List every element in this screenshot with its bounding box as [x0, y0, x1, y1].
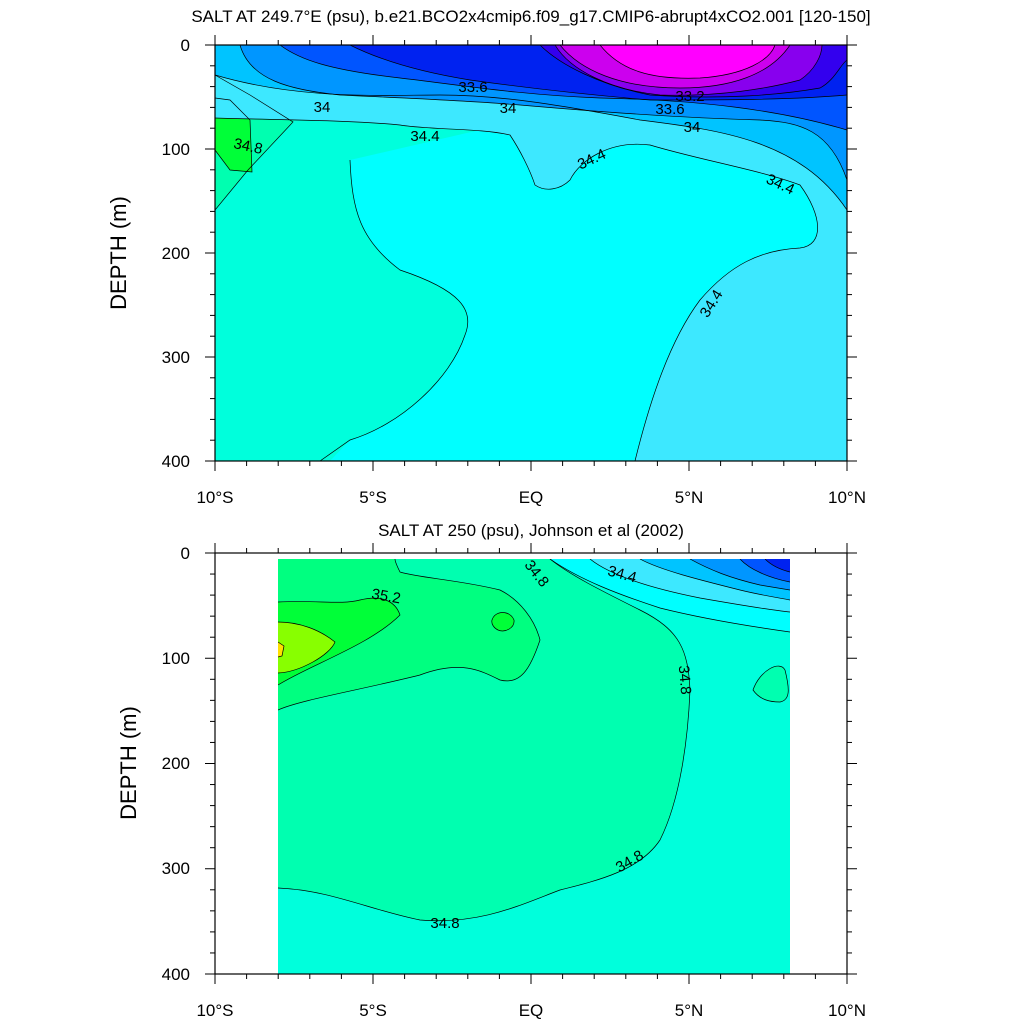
contour-line [215, 97, 253, 173]
y-tick-label: 300 [162, 348, 190, 367]
x-tick-label: 10°N [828, 1001, 866, 1020]
y-tick-label: 0 [181, 36, 190, 55]
top-y-tick-labels: 0 100 200 300 400 [162, 36, 190, 471]
contour-line [764, 559, 790, 573]
contour-label: 34 [314, 99, 331, 116]
contour-label: 34.8 [232, 135, 264, 158]
y-tick-label: 400 [162, 965, 190, 984]
contour-label: 34.8 [675, 665, 694, 696]
contour-line [278, 641, 285, 658]
contour-line [278, 559, 541, 711]
panel-observed: SALT AT 250 (psu), Johnson et al (2002) [116, 521, 866, 1020]
x-tick-label: 5°N [675, 1001, 704, 1020]
fill-green-2 [491, 612, 515, 631]
y-tick-label: 0 [181, 544, 190, 563]
contour-line [319, 159, 469, 461]
contour-line [278, 559, 691, 922]
contour-label: 35.2 [370, 586, 402, 608]
contour-line [279, 45, 847, 131]
bottom-axis-ticks [205, 543, 857, 984]
contour-label: 33.2 [675, 88, 704, 105]
y-tick-label: 100 [162, 140, 190, 159]
contour-line [739, 559, 790, 583]
contour-line [549, 559, 790, 633]
fill-lime [278, 622, 335, 673]
y-tick-label: 100 [162, 649, 190, 668]
x-tick-label: 10°S [196, 1001, 233, 1020]
contour-line [491, 612, 515, 632]
contour-line [278, 621, 336, 674]
top-x-tick-labels: 10°S 5°S EQ 5°N 10°N [196, 488, 866, 507]
fill-magenta [600, 45, 775, 79]
y-tick-label: 200 [162, 754, 190, 773]
bottom-y-axis-label: DEPTH (m) [116, 706, 141, 820]
bottom-x-tick-labels: 10°S 5°S EQ 5°N 10°N [196, 1001, 866, 1020]
fill-mint [278, 559, 540, 710]
fill-spring-2 [753, 666, 789, 702]
x-tick-label: 10°S [196, 488, 233, 507]
contour-line [215, 117, 818, 461]
contour-line [589, 559, 790, 613]
y-tick-label: 300 [162, 859, 190, 878]
x-tick-label: 10°N [828, 488, 866, 507]
contour-line [559, 45, 791, 89]
x-tick-label: 5°S [359, 1001, 387, 1020]
fill-blue [765, 559, 790, 572]
contour-label: 33.6 [655, 101, 684, 118]
top-chart-title: SALT AT 249.7°E (psu), b.e21.BCO2x4cmip6… [191, 7, 870, 26]
panel-model: SALT AT 249.7°E (psu), b.e21.BCO2x4cmip6… [106, 7, 871, 507]
y-tick-label: 200 [162, 244, 190, 263]
bottom-contour-fill [278, 559, 790, 974]
x-tick-label: EQ [519, 488, 544, 507]
bottom-y-tick-labels: 0 100 200 300 400 [162, 544, 190, 984]
contour-line [239, 45, 847, 181]
x-tick-label: 5°N [675, 488, 704, 507]
contour-label: 34 [500, 100, 517, 117]
x-tick-label: 5°S [359, 488, 387, 507]
top-y-axis-label: DEPTH (m) [106, 196, 131, 310]
contour-line [278, 597, 401, 686]
contour-line [639, 559, 790, 601]
contour-line [554, 45, 823, 96]
contour-label: 34.4 [410, 128, 439, 145]
bottom-contour-labels: 34.8 34.4 35.2 34.8 34.8 34.8 [370, 557, 694, 932]
contour-line [689, 559, 790, 591]
contour-label: 34 [684, 119, 701, 136]
contour-line [215, 74, 294, 211]
top-contour-fill [215, 45, 847, 461]
contour-label: 33.6 [458, 79, 487, 96]
contour-line [599, 45, 776, 79]
top-axis-ticks [205, 35, 857, 471]
bottom-chart-title: SALT AT 250 (psu), Johnson et al (2002) [378, 521, 684, 540]
x-tick-label: EQ [519, 1001, 544, 1020]
contour-label: 34.4 [606, 563, 639, 587]
y-tick-label: 400 [162, 452, 190, 471]
contour-label: 34.8 [430, 915, 459, 932]
fill-cyan-light [215, 45, 847, 461]
contour-line [349, 45, 847, 101]
contour-line [539, 45, 847, 98]
contour-line [752, 665, 789, 703]
